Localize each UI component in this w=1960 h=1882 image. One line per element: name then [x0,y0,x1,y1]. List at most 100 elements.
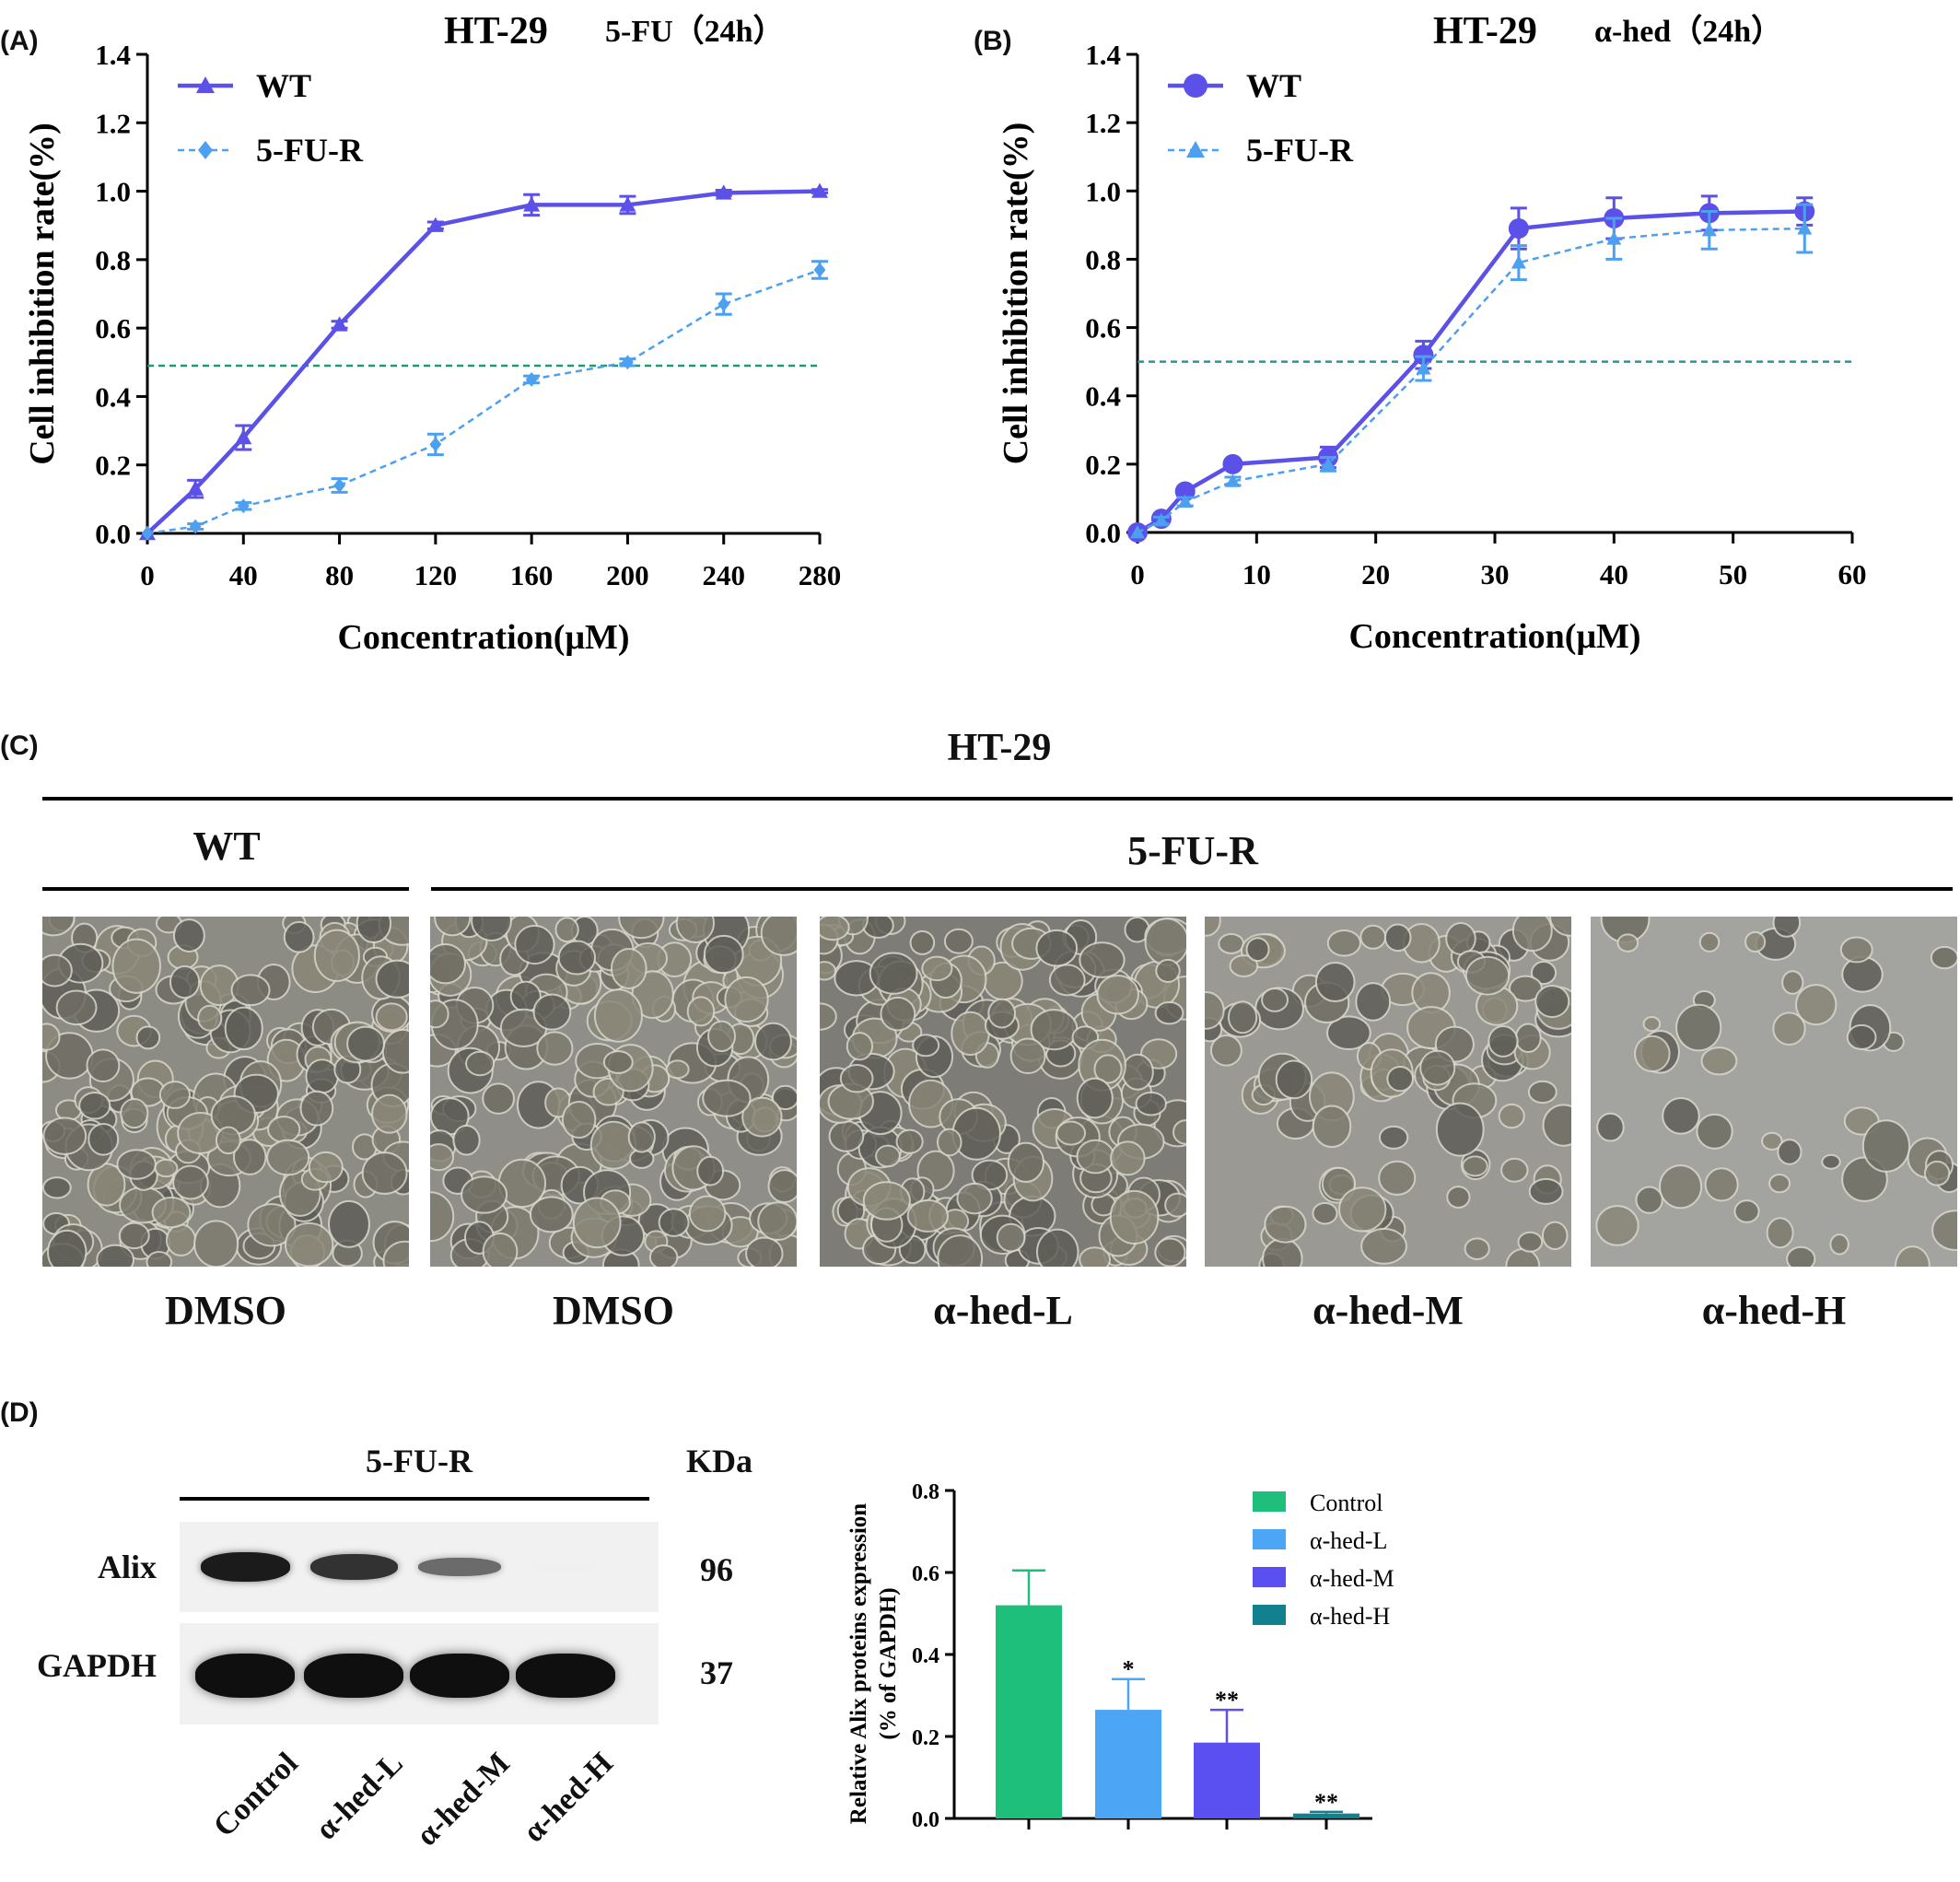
cell [1144,918,1186,966]
chart-subtitle: α-hed（24h） [1594,13,1782,49]
x-axis-label: Concentration(μM) [337,618,629,657]
cell [1056,1120,1087,1146]
y-tick-label: 1.2 [95,107,131,139]
y-tick-label: 0.2 [95,450,131,482]
cell [111,938,161,994]
cell [665,1059,690,1080]
cell [529,1196,574,1233]
cell [1616,933,1639,953]
cell [305,1058,340,1094]
cell [1314,961,1356,1003]
cell [434,917,472,937]
cell [688,1195,727,1233]
wb-kda-gapdh: 37 [700,1654,733,1691]
cell [1659,1164,1703,1210]
cell [895,1128,924,1154]
cell [602,1050,634,1074]
cell [1079,941,1126,978]
x-axis-label: Concentration(μM) [1348,617,1640,656]
y-tick-label: 0.0 [95,518,131,550]
cell [1696,1113,1733,1150]
cell [648,1244,679,1267]
cell [1795,984,1838,1026]
cell [42,1176,72,1199]
x-tick-label: 80 [325,559,354,591]
cell [828,1120,865,1152]
series-line [146,268,821,535]
cell [658,1208,690,1237]
cell [151,1196,192,1229]
cell [1035,929,1079,967]
wb-band [200,1551,290,1583]
cell [909,929,936,955]
data-point [1225,473,1241,487]
cell [1154,1000,1184,1025]
cell [118,1222,150,1250]
data-point [1177,494,1193,508]
significance-label: ** [1215,1687,1239,1713]
cell [1511,917,1553,953]
panel-c-title: HT-29 [947,727,1052,769]
chart-title: HT-29 [1433,10,1537,53]
legend-label: 5-FU-R [256,132,364,169]
y-axis-label: Relative Alix proteins expression [846,1503,871,1824]
cell [771,1084,797,1111]
y-tick-label: 0.2 [912,1726,939,1750]
y-tick-label: 0.8 [1085,243,1121,275]
kda-label: KDa [686,1443,752,1479]
y-tick-label: 1.0 [95,176,131,208]
cell [230,974,271,1007]
cell [1766,1217,1794,1249]
y-tick-label: 1.4 [95,39,131,71]
cell [1355,982,1392,1022]
cell [135,1025,161,1050]
data-point [1511,255,1526,269]
data-point [237,498,250,514]
cell [461,1175,508,1214]
y-tick-label: 0.0 [1085,517,1121,549]
cell [313,929,360,982]
data-point [1606,231,1622,245]
cell [1155,958,1181,983]
legend-marker [198,141,213,159]
cell [346,1025,386,1062]
cell [1498,1103,1525,1129]
x-tick-label: 60 [1838,558,1867,590]
series-line [146,189,821,535]
significance-label: ** [1314,1789,1338,1816]
cell [951,1011,990,1057]
panel-a-letter: (A) [0,26,39,56]
cell [741,1096,783,1138]
cell [951,1106,1001,1161]
cell [299,1090,334,1127]
cell [1227,1000,1258,1035]
cell [471,917,512,941]
x-tick-label: 280 [799,559,842,591]
cell [1109,1189,1160,1245]
data-point [715,184,732,200]
x-tick-label: 120 [414,559,458,591]
cell [267,1116,301,1143]
cell [1786,1245,1816,1267]
cell [745,1236,784,1267]
cell [1733,1199,1760,1223]
cell [1209,1034,1242,1067]
micrograph-label: α-hed-M [1312,1288,1464,1333]
cell [1110,1140,1146,1176]
cell [158,1081,191,1109]
panel-c-letter: (C) [0,731,39,761]
cell [1359,924,1387,950]
cell [1700,1046,1738,1076]
wb-band [304,1654,403,1698]
data-point [331,316,348,332]
cell [1172,1119,1186,1145]
cell [42,953,73,988]
panel-b-letter: (B) [974,26,1012,56]
cell [1378,1160,1417,1196]
cell [116,1149,157,1180]
cell [839,1064,874,1093]
cell [906,1198,950,1233]
cell [1514,1023,1542,1054]
data-point [141,526,154,541]
cell [557,940,597,976]
